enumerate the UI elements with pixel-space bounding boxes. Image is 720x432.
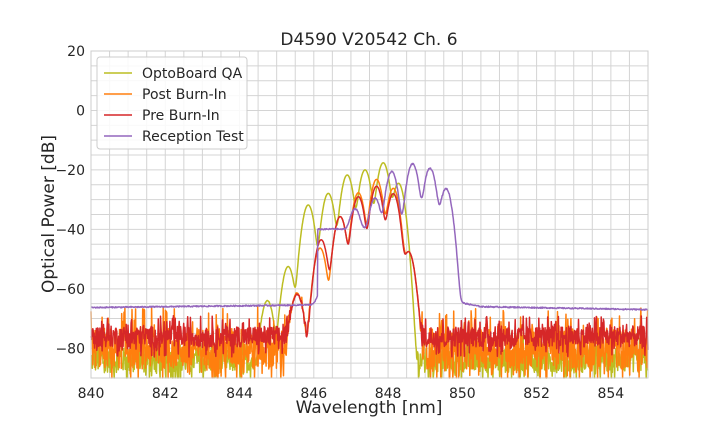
y-tick-label: −20 (55, 163, 85, 179)
plot-frame (90, 50, 649, 379)
x-tick-label: 854 (597, 386, 624, 402)
legend-label: Reception Test (142, 129, 244, 145)
y-tick-label: −60 (55, 282, 85, 298)
chart-title: D4590 V20542 Ch. 6 (280, 30, 457, 50)
x-tick-label: 846 (300, 386, 327, 402)
x-tick-label: 840 (78, 386, 105, 402)
legend: OptoBoard QA Post Burn-In Pre Burn-In Recep… (96, 56, 248, 150)
series-line-reception-test (90, 162, 649, 311)
y-tick-label: 20 (67, 44, 85, 60)
legend-label: Pre Burn-In (142, 108, 220, 124)
x-tick-label: 844 (226, 386, 253, 402)
x-tick-label: 852 (523, 386, 550, 402)
y-tick-label: −40 (55, 222, 85, 238)
y-tick-label: 0 (76, 103, 85, 119)
y-tick-label: −80 (55, 341, 85, 357)
series-lines (90, 162, 649, 379)
legend-box (96, 56, 248, 150)
x-tick-label: 842 (152, 386, 179, 402)
x-ticks: 840 842 844 846 848 850 852 854 (78, 386, 625, 402)
legend-label: OptoBoard QA (142, 66, 243, 82)
x-axis-label: Wavelength [nm] (296, 398, 443, 418)
x-tick-label: 850 (449, 386, 476, 402)
x-tick-label: 848 (375, 386, 402, 402)
legend-label: Post Burn-In (142, 87, 227, 103)
y-axis-label: Optical Power [dB] (39, 135, 59, 293)
y-ticks: 20 0 −20 −40 −60 −80 (55, 44, 85, 357)
